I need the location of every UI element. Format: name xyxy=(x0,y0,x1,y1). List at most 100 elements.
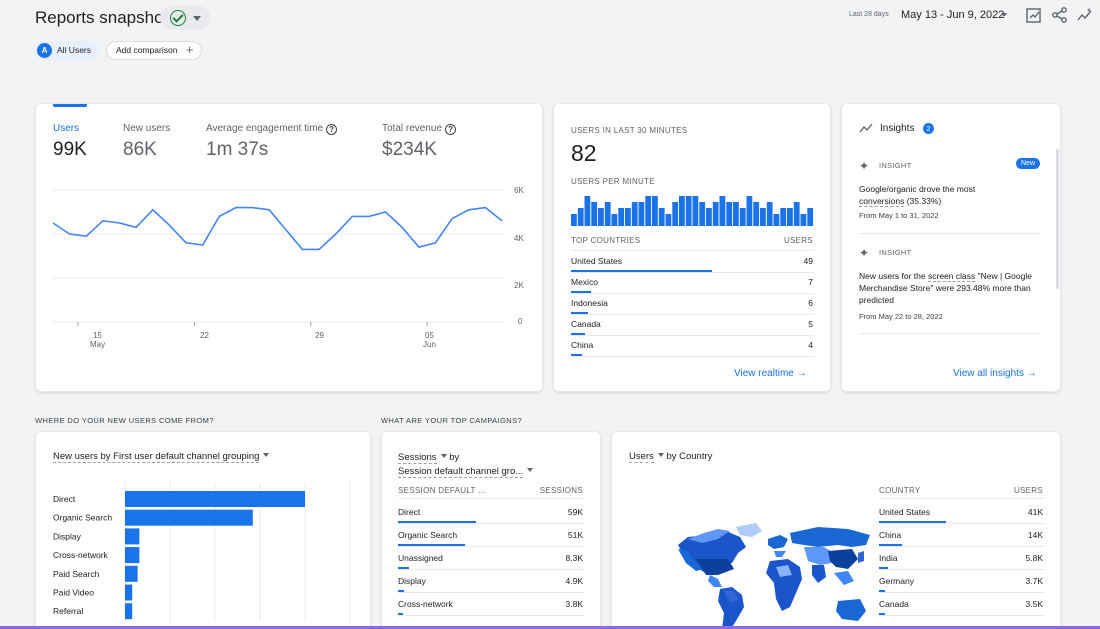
view-all-insights-link[interactable]: View all insights → xyxy=(953,368,1037,379)
channel-bar xyxy=(125,603,133,620)
date-range-picker[interactable]: May 13 - Jun 9, 2022 xyxy=(901,9,1005,21)
row-label: Unassigned xyxy=(398,553,443,563)
new-badge: New xyxy=(1016,158,1041,169)
row-divider xyxy=(571,314,814,315)
view-realtime-link[interactable]: View realtime → xyxy=(734,368,807,379)
row-value: 3.5K xyxy=(1025,599,1044,609)
row-share-bar xyxy=(398,521,476,523)
row-divider xyxy=(398,615,585,616)
divider xyxy=(859,233,1041,234)
sessions-dimension-picker[interactable]: Sessions by Session default channel gro.… xyxy=(398,451,534,479)
channel-bar xyxy=(125,528,140,545)
per-minute-bar xyxy=(807,208,814,226)
sparkle-icon: ✦ xyxy=(859,159,870,173)
y-tick-label: 0 xyxy=(518,317,523,326)
row-label: United States xyxy=(571,256,623,266)
row-label: China xyxy=(879,530,902,540)
row-divider xyxy=(879,523,1045,524)
channel-bar xyxy=(125,509,253,526)
insights-title: Insights xyxy=(880,123,915,134)
metric-value: $234K xyxy=(382,139,437,160)
insight-text-part: (35.33%) xyxy=(904,196,942,206)
insights-trend-icon xyxy=(859,123,873,133)
x-tick-month: May xyxy=(90,340,106,349)
arrow-right-icon: → xyxy=(796,368,807,379)
help-icon[interactable]: ? xyxy=(445,124,457,135)
per-minute-bar xyxy=(726,202,733,226)
sessions-dimension-row: Session default channel gro... xyxy=(398,465,534,479)
row-label: Direct xyxy=(398,507,421,517)
row-label: Display xyxy=(398,576,426,586)
channel-label: Cross-network xyxy=(53,550,109,560)
sessions-by-label: by xyxy=(449,452,460,463)
metric-label-text: Average engagement time xyxy=(206,123,324,134)
y-tick-label: 6K xyxy=(514,186,524,195)
row-label: China xyxy=(571,340,594,350)
channel-label: Display xyxy=(53,531,82,541)
row-label: Germany xyxy=(879,576,914,586)
per-minute-bar xyxy=(746,196,753,226)
row-share-bar xyxy=(571,354,583,356)
help-icon[interactable]: ? xyxy=(326,124,338,135)
per-minute-bar xyxy=(658,208,665,226)
insight-text-part: "New | Google Merchandise Store" were 29… xyxy=(859,271,1032,305)
divider xyxy=(398,498,585,499)
realtime-users-value: 82 xyxy=(571,140,597,166)
row-divider xyxy=(398,546,585,547)
row-share-bar xyxy=(571,312,588,314)
realtime-title: USERS IN LAST 30 MINUTES xyxy=(571,126,688,135)
x-tick-month: Jun xyxy=(423,340,436,349)
metric-value: 99K xyxy=(53,139,87,160)
x-tick-label: 29 xyxy=(315,331,324,340)
active-metric-indicator xyxy=(53,104,87,107)
row-value: 51K xyxy=(567,530,583,540)
share-icon[interactable] xyxy=(1051,6,1069,24)
customize-report-icon[interactable] xyxy=(1025,6,1043,24)
insight-tag: INSIGHT xyxy=(879,248,912,257)
row-value: 7 xyxy=(808,277,813,287)
row-share-bar xyxy=(879,567,889,569)
divider xyxy=(571,250,814,251)
channel-grouping-dropdown[interactable]: New users by First user default channel … xyxy=(53,451,270,463)
country-col-header: USERS xyxy=(1013,486,1043,495)
insight-date: From May 1 to 31, 2022 xyxy=(859,211,939,220)
row-share-bar xyxy=(879,613,885,615)
per-minute-bar xyxy=(739,208,746,226)
row-label: Mexico xyxy=(571,277,598,287)
insights-scrollbar[interactable] xyxy=(1056,149,1059,289)
chevron-down-icon xyxy=(193,16,201,21)
per-minute-bar xyxy=(793,202,800,226)
row-value: 49 xyxy=(803,256,813,266)
row-divider xyxy=(879,592,1045,593)
per-minute-bar xyxy=(604,202,611,226)
users-by-country-card: Users by Country COUNTRY USERS United St… xyxy=(611,431,1061,629)
row-label: United States xyxy=(879,507,931,517)
segment-badge: A xyxy=(37,43,52,58)
row-divider xyxy=(571,335,814,336)
x-tick-label: 15 May xyxy=(90,331,105,349)
section-title-new-users: WHERE DO YOUR NEW USERS COME FROM? xyxy=(35,416,214,425)
x-tick-label: 05 Jun xyxy=(423,331,436,349)
per-minute-bar xyxy=(787,208,793,226)
per-minute-bar xyxy=(652,196,658,226)
per-minute-bar xyxy=(766,202,773,226)
per-minute-bar xyxy=(672,202,679,226)
row-value: 5.8K xyxy=(1025,553,1044,563)
channel-label: Paid Search xyxy=(53,569,100,579)
row-share-bar xyxy=(571,333,586,335)
channel-label: Direct xyxy=(53,494,76,504)
row-divider xyxy=(571,356,814,357)
country-metric-picker[interactable]: Users by Country xyxy=(629,451,712,463)
insights-sparkle-icon[interactable] xyxy=(1076,6,1094,24)
add-comparison-button[interactable]: Add comparison + xyxy=(106,41,203,60)
row-label: Cross-network xyxy=(398,599,453,609)
per-minute-bar xyxy=(625,208,631,226)
metric-label: Total revenue? xyxy=(382,123,457,135)
row-value: 5 xyxy=(808,319,813,329)
row-value: 6 xyxy=(808,298,813,308)
insight-text-term: conversions xyxy=(859,196,905,207)
segment-chip-all-users[interactable]: A All Users xyxy=(35,41,100,60)
plus-icon: + xyxy=(185,42,194,57)
row-divider xyxy=(879,569,1045,570)
row-value: 3.8K xyxy=(565,599,584,609)
